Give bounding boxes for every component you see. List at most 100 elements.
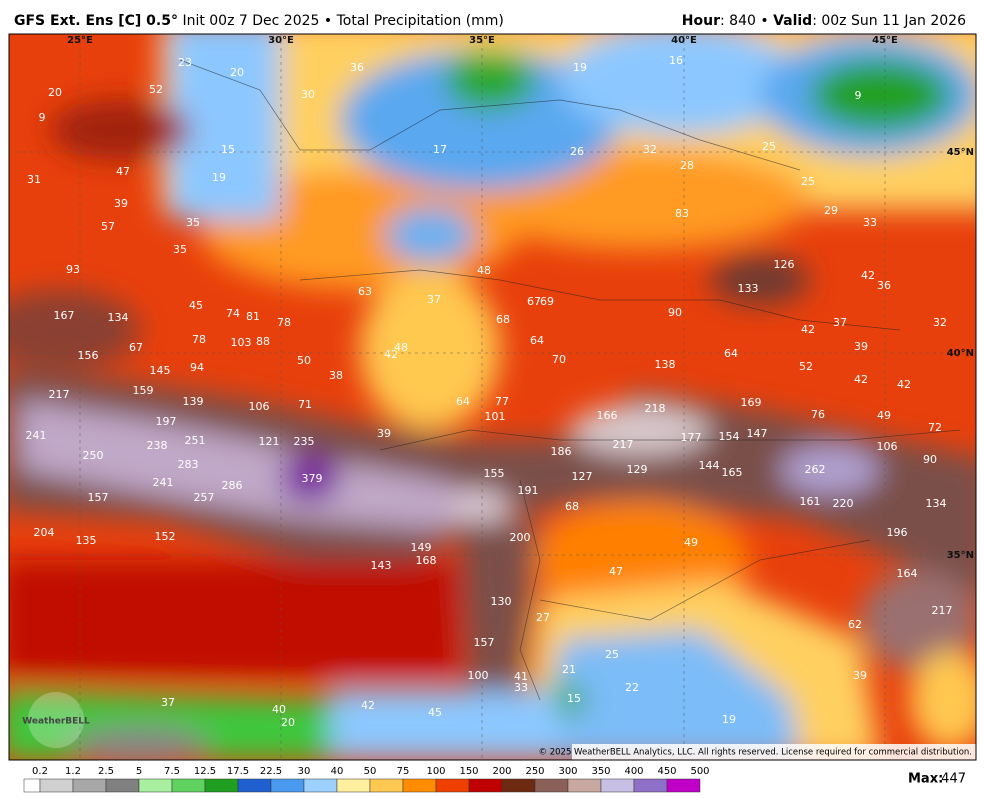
precip-value: 64 <box>456 395 470 408</box>
precip-value: 143 <box>371 559 392 572</box>
precip-value: 286 <box>222 479 243 492</box>
colorbar-swatch <box>138 778 173 793</box>
precip-value: 62 <box>848 618 862 631</box>
precip-value: 220 <box>833 497 854 510</box>
colorbar-swatch <box>435 778 470 793</box>
precip-value: 20 <box>230 66 244 79</box>
precip-value: 64 <box>724 347 738 360</box>
colorbar-swatch <box>237 778 272 793</box>
precip-value: 94 <box>190 361 204 374</box>
precip-value: 69 <box>540 295 554 308</box>
precip-value: 241 <box>153 476 174 489</box>
colorbar-swatch <box>39 778 74 793</box>
precip-value: 32 <box>933 316 947 329</box>
precip-value: 48 <box>477 264 491 277</box>
precip-value: 15 <box>567 692 581 705</box>
precip-value: 250 <box>83 449 104 462</box>
precip-value: 144 <box>699 459 720 472</box>
precip-value: 76 <box>811 408 825 421</box>
precip-value: 138 <box>655 358 676 371</box>
precip-value: 196 <box>887 526 908 539</box>
precip-value: 27 <box>536 611 550 624</box>
max-value: 447 <box>941 772 966 787</box>
precip-value: 20 <box>281 716 295 729</box>
colorbar-tick-label: 450 <box>657 766 676 777</box>
precip-value: 133 <box>738 282 759 295</box>
lat-label: 35°N <box>947 550 974 561</box>
colorbar-tick-label: 250 <box>525 766 544 777</box>
precip-value: 200 <box>510 531 531 544</box>
precip-value: 135 <box>76 534 97 547</box>
precip-value: 68 <box>565 500 579 513</box>
colorbar-tick-label: 75 <box>397 766 410 777</box>
precip-value: 166 <box>597 409 618 422</box>
precip-value: 37 <box>161 696 175 709</box>
precip-value: 25 <box>762 140 776 153</box>
precip-value: 186 <box>551 445 572 458</box>
precip-value: 78 <box>192 333 206 346</box>
precip-value: 15 <box>221 143 235 156</box>
precip-value: 139 <box>183 395 204 408</box>
precip-value: 30 <box>301 88 315 101</box>
precip-value: 33 <box>514 681 528 694</box>
precip-value: 197 <box>156 415 177 428</box>
precip-value: 126 <box>774 258 795 271</box>
colorbar-swatch <box>666 778 701 793</box>
precip-value: 9 <box>39 111 46 124</box>
lon-label: 40°E <box>671 35 697 46</box>
precip-value: 83 <box>675 207 689 220</box>
precip-value: 145 <box>150 364 171 377</box>
lon-label: 45°E <box>872 35 898 46</box>
colorbar-tick-label: 500 <box>690 766 709 777</box>
precip-value: 121 <box>259 435 280 448</box>
colorbar-swatch <box>501 778 536 793</box>
colorbar-tick-label: 17.5 <box>227 766 249 777</box>
precip-value: 103 <box>231 336 252 349</box>
precip-value: 37 <box>833 316 847 329</box>
colorbar-tick-label: 400 <box>624 766 643 777</box>
precip-value: 90 <box>923 453 937 466</box>
precip-value: 16 <box>669 54 683 67</box>
precip-value: 35 <box>173 243 187 256</box>
precip-value: 49 <box>684 536 698 549</box>
colorbar-swatch <box>23 778 41 793</box>
colorbar-tick-label: 50 <box>364 766 377 777</box>
precip-value: 20 <box>48 86 62 99</box>
precip-value: 257 <box>194 491 215 504</box>
precip-value: 42 <box>897 378 911 391</box>
precip-value: 134 <box>108 311 129 324</box>
precip-value: 47 <box>609 565 623 578</box>
precip-value: 22 <box>625 681 639 694</box>
logo: WeatherBELL <box>22 717 90 727</box>
colorbar-tick-label: 5 <box>136 766 142 777</box>
lat-label: 45°N <box>947 147 974 158</box>
colorbar-swatch <box>402 778 437 793</box>
colorbar-swatch <box>105 778 140 793</box>
precip-value: 49 <box>877 409 891 422</box>
precip-value: 154 <box>719 430 740 443</box>
precip-value: 251 <box>185 434 206 447</box>
colorbar-tick-label: 350 <box>591 766 610 777</box>
lon-label: 30°E <box>268 35 294 46</box>
precip-value: 68 <box>496 313 510 326</box>
precip-value: 157 <box>474 636 495 649</box>
precip-value: 25 <box>605 648 619 661</box>
colorbar-tick-label: 2.5 <box>98 766 114 777</box>
colorbar-tick-label: 200 <box>492 766 511 777</box>
precip-value: 71 <box>298 398 312 411</box>
precip-value: 156 <box>78 349 99 362</box>
precip-value: 42 <box>801 323 815 336</box>
colorbar-swatch <box>72 778 107 793</box>
precip-value: 47 <box>116 165 130 178</box>
header-right: Hour: 840 • Valid: 00z Sun 11 Jan 2026 <box>682 13 966 29</box>
precip-value: 67 <box>527 295 541 308</box>
precip-value: 134 <box>926 497 947 510</box>
precip-value: 149 <box>411 541 432 554</box>
colorbar-tick-label: 22.5 <box>260 766 282 777</box>
colorbar-tick-label: 100 <box>426 766 445 777</box>
colorbar-tick-label: 30 <box>298 766 311 777</box>
colorbar-tick-label: 150 <box>459 766 478 777</box>
precip-value: 74 <box>226 307 240 320</box>
colorbar-tick-label: 7.5 <box>164 766 180 777</box>
